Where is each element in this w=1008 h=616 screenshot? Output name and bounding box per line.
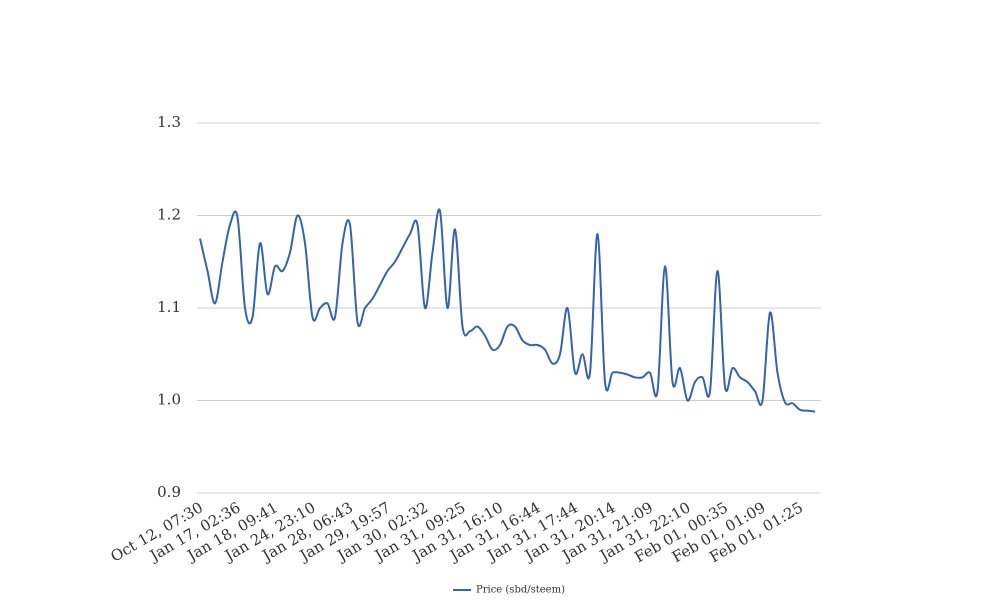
y-tick-label: 0.9 <box>157 483 181 501</box>
y-tick-label: 1.0 <box>157 391 181 409</box>
price-line <box>199 208 816 413</box>
y-tick-label: 1.3 <box>157 113 181 131</box>
legend-label: Price (sbd/steem) <box>476 585 565 596</box>
y-tick-label: 1.2 <box>157 206 181 224</box>
y-tick-label: 1.1 <box>157 298 181 316</box>
